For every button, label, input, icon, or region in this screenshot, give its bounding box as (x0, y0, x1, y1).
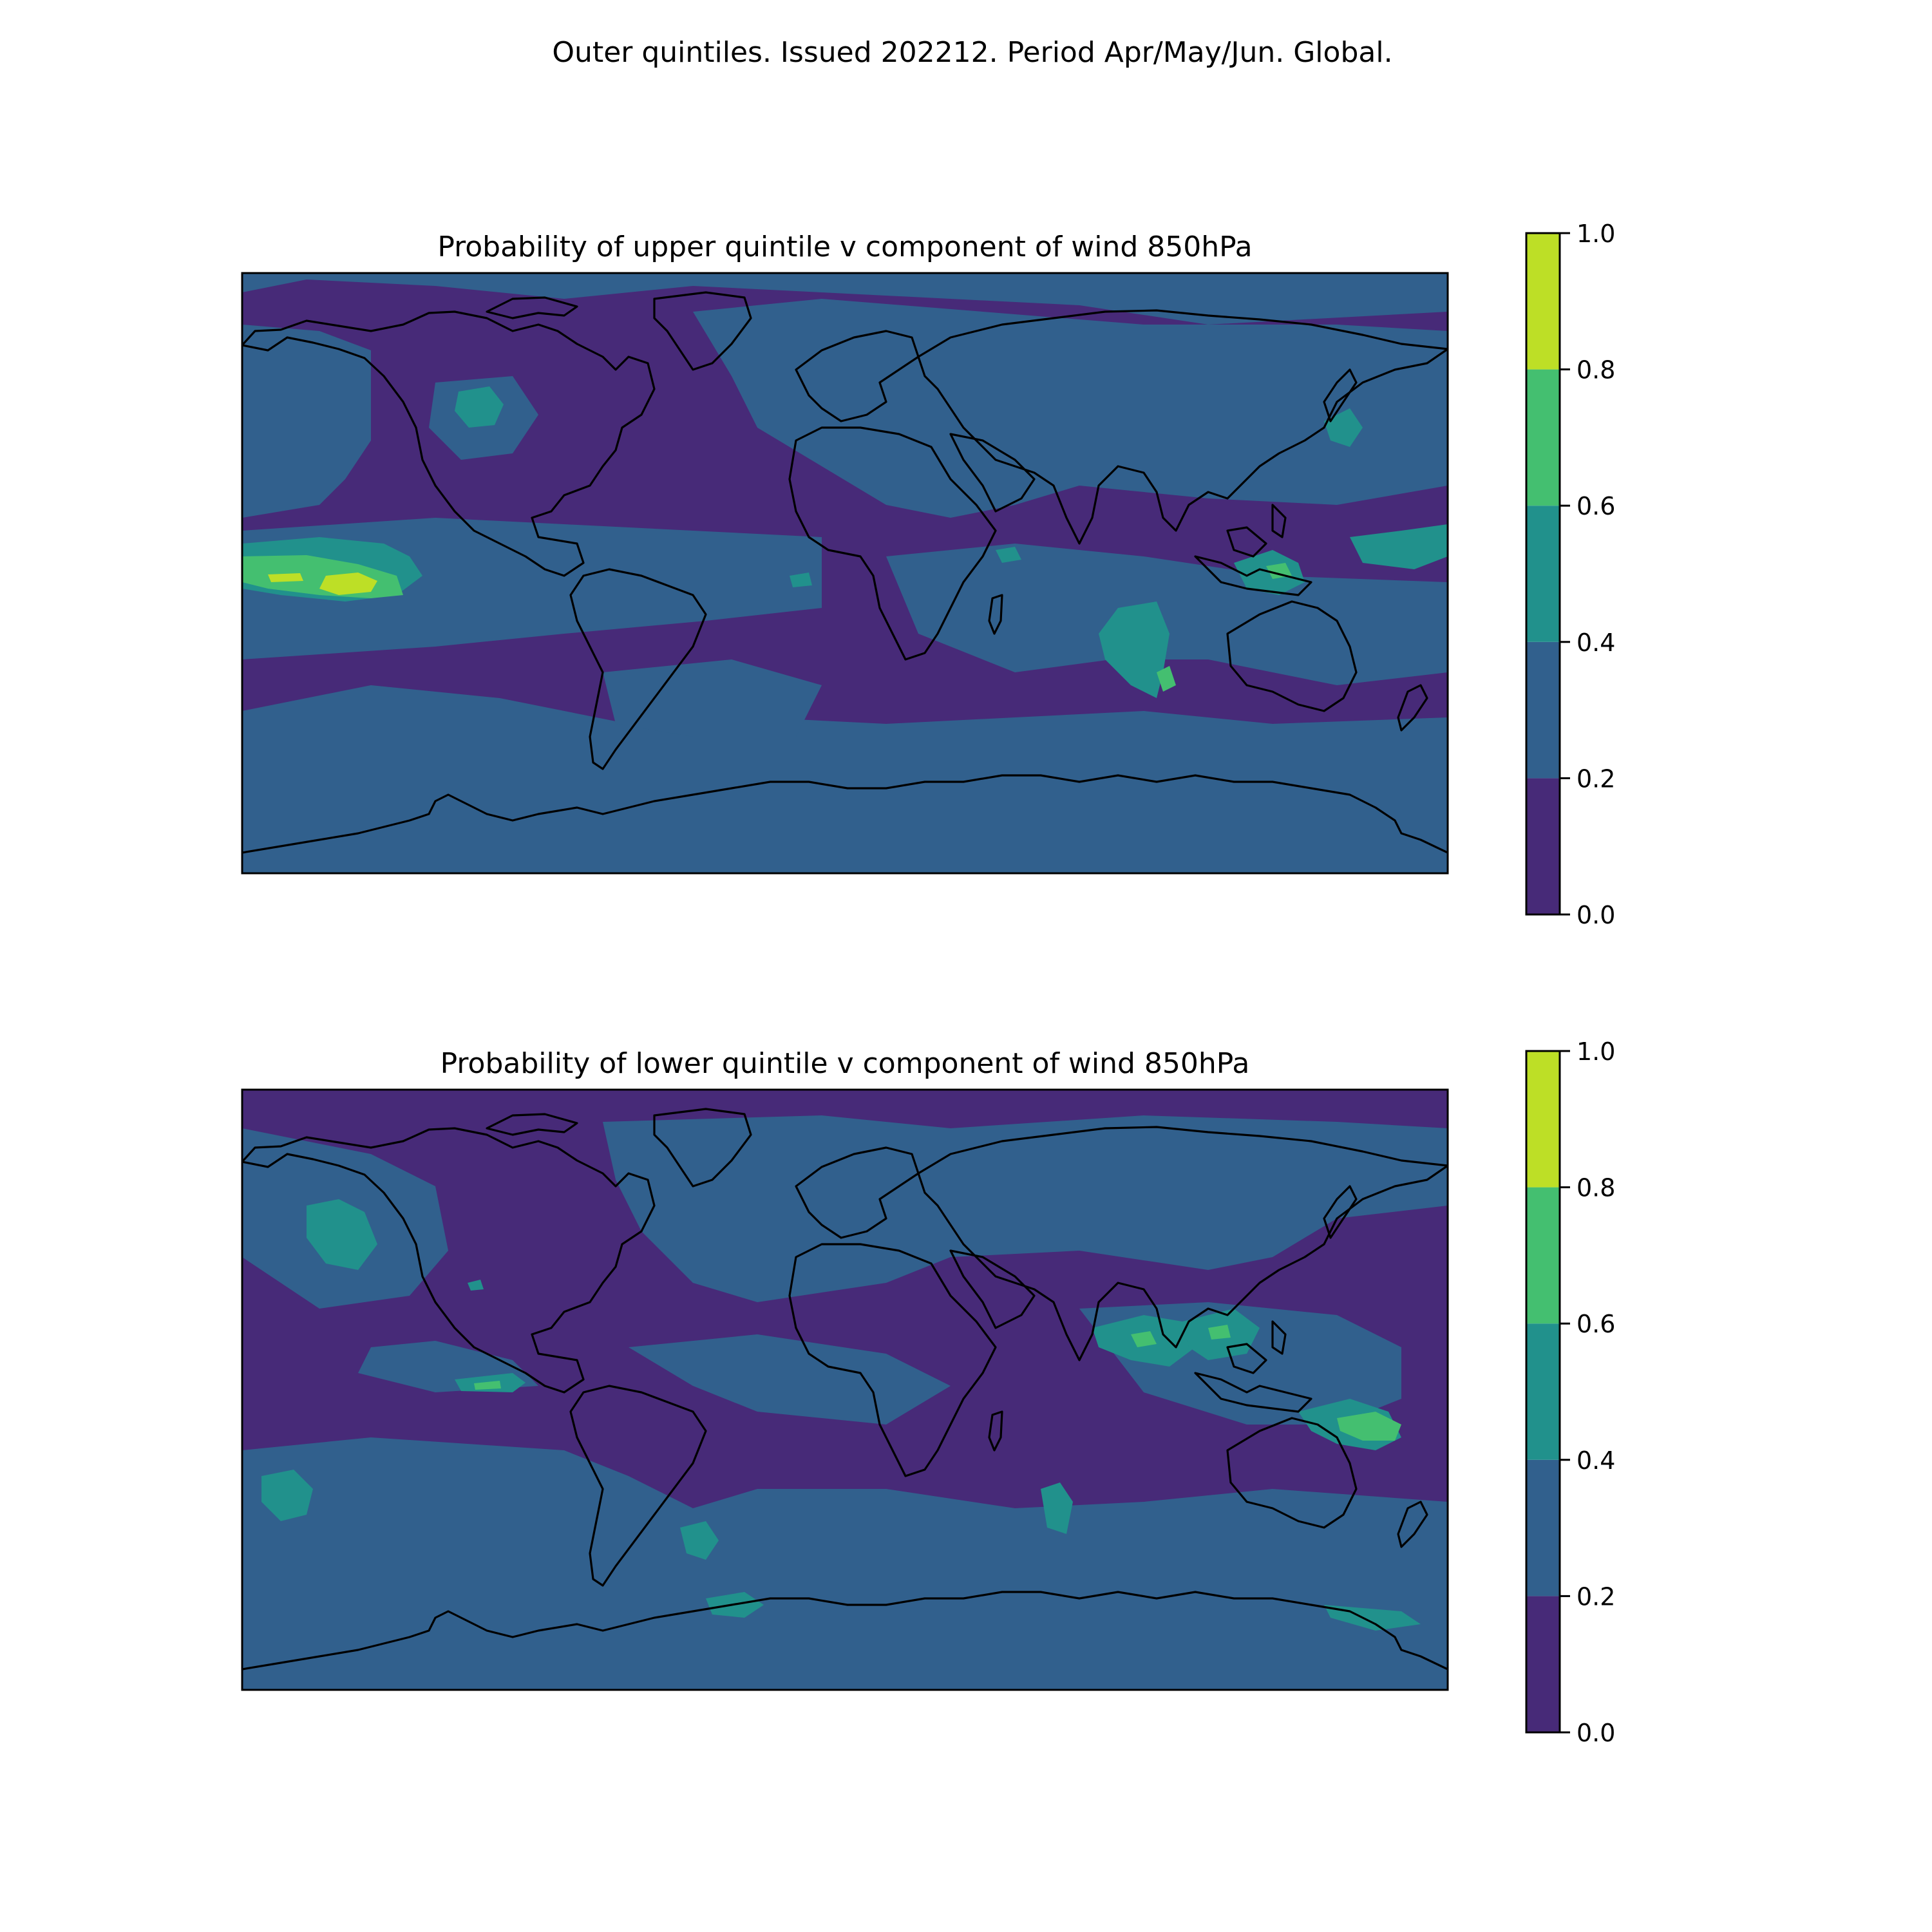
lower-level-0.6-regions (474, 1325, 1401, 1441)
upper-colorbar-tick-label: 0.8 (1577, 356, 1615, 384)
upper-panel-title: Probability of upper quintile v componen… (437, 231, 1252, 263)
upper-colorbar-band (1526, 233, 1560, 370)
lower-colorbar-tick-label: 0.4 (1577, 1446, 1615, 1475)
figure-title: Outer quintiles. Issued 202212. Period A… (552, 36, 1392, 69)
upper-colorbar-frame (1525, 232, 1561, 916)
upper-colorbar-tick-label: 0.0 (1577, 901, 1615, 929)
lower-colorbar-tick-label: 0.0 (1577, 1719, 1615, 1747)
lower-panel-title: Probability of lower quintile v componen… (440, 1047, 1250, 1080)
lower-colorbar-band (1526, 1187, 1560, 1324)
upper-quintile-panel: Probability of upper quintile v componen… (241, 220, 1615, 929)
lower-colorbar-tick-label: 1.0 (1577, 1037, 1615, 1066)
upper-colorbar-band (1526, 369, 1560, 506)
lower-colorbar-band (1526, 1323, 1560, 1460)
lower-colorbar-tick-label: 0.2 (1577, 1582, 1615, 1611)
lower-map (242, 1090, 1448, 1690)
upper-level-0.8-regions (268, 573, 377, 595)
lower-quintile-panel: Probability of lower quintile v componen… (241, 1037, 1615, 1747)
upper-colorbar-band (1526, 641, 1560, 779)
upper-colorbar-band (1526, 506, 1560, 642)
lower-map-frame (241, 1088, 1449, 1691)
upper-map (242, 273, 1448, 873)
upper-colorbar: 0.0 0.2 0.4 0.6 0.8 1.0 (1525, 220, 1615, 929)
lower-colorbar-band (1526, 1459, 1560, 1596)
upper-map-frame (241, 272, 1449, 875)
upper-colorbar-tick-label: 1.0 (1577, 220, 1615, 248)
lower-colorbar-frame (1525, 1050, 1561, 1734)
upper-colorbar-tick-label: 0.6 (1577, 492, 1615, 520)
lower-colorbar-band (1526, 1596, 1560, 1732)
upper-colorbar-tick-label: 0.2 (1577, 764, 1615, 793)
lower-colorbar-tick-label: 0.8 (1577, 1174, 1615, 1202)
lower-colorbar: 0.0 0.2 0.4 0.6 0.8 1.0 (1525, 1037, 1615, 1747)
upper-level-0.2-regions (242, 273, 1448, 873)
upper-colorbar-band (1526, 778, 1560, 914)
lower-colorbar-tick-label: 0.6 (1577, 1310, 1615, 1338)
upper-colorbar-tick-label: 0.4 (1577, 629, 1615, 657)
lower-colorbar-band (1526, 1051, 1560, 1188)
